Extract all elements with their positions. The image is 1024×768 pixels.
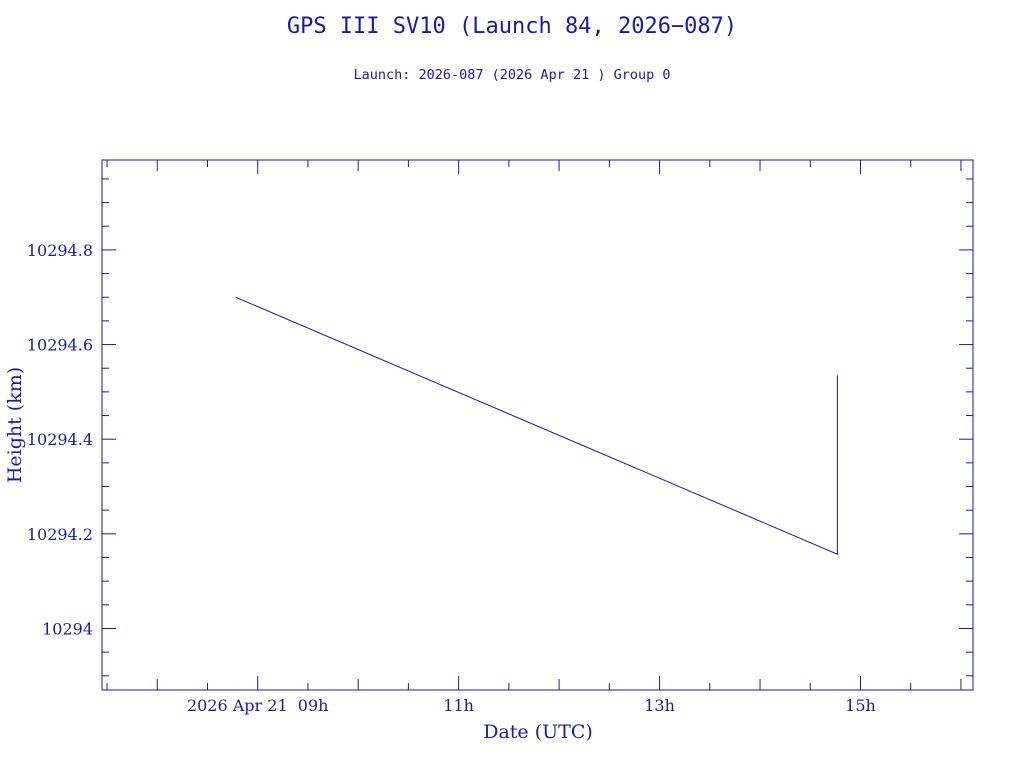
series-line <box>235 296 838 555</box>
x-tick-labels: 2026 Apr 21 09h 11h 13h 15h <box>187 696 876 715</box>
y-tick-label: 10294.6 <box>27 336 93 355</box>
tick-marks <box>102 160 973 690</box>
y-tick-labels: 10294 10294.2 10294.4 10294.6 10294.8 <box>27 241 93 639</box>
x-tick-label: 2026 Apr 21 09h <box>187 696 329 715</box>
x-tick-label: 11h <box>443 696 474 715</box>
x-tick-label: 13h <box>644 696 675 715</box>
y-tick-label: 10294 <box>42 619 93 638</box>
y-tick-label: 10294.8 <box>27 241 93 260</box>
x-axis-label: Date (UTC) <box>483 721 593 743</box>
plot-frame <box>101 159 974 691</box>
x-tick-label: 15h <box>845 696 876 715</box>
y-tick-label: 10294.2 <box>27 525 93 544</box>
y-tick-label: 10294.4 <box>27 430 93 449</box>
y-axis-label: Height (km) <box>4 367 26 483</box>
chart-title: GPS III SV10 (Launch 84, 2026−087) <box>286 14 738 39</box>
chart-subtitle: Launch: 2026-087 (2026 Apr 21 ) Group 0 <box>353 67 671 83</box>
